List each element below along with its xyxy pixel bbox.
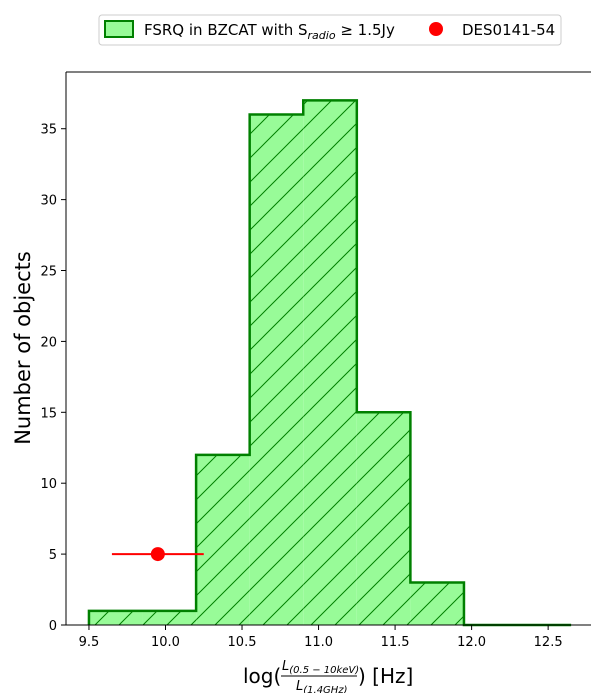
y-tick-label: 0 — [49, 619, 57, 634]
legend-point-marker — [429, 22, 443, 36]
histogram-bar — [356, 412, 411, 625]
legend: FSRQ in BZCAT with Sradio ≥ 1.5Jy DES014… — [98, 14, 562, 46]
x-tick-label: 11.5 — [381, 635, 410, 650]
y-ticks: 0 5 10 15 20 25 30 35 — [40, 123, 66, 634]
x-tick-label: 10.0 — [151, 635, 180, 650]
y-axis-label: Number of objects — [11, 251, 35, 445]
histogram-bar — [142, 610, 197, 625]
legend-histogram-swatch — [104, 20, 134, 38]
x-axis-label-num-sub: (0.5 − 10keV) — [289, 665, 359, 676]
axes-spines — [65, 71, 591, 626]
histogram-outline — [87, 99, 572, 627]
histogram-bars — [88, 100, 464, 625]
legend-histogram-label: FSRQ in BZCAT with Sradio ≥ 1.5Jy — [144, 21, 395, 42]
x-axis-label-numerator: L(0.5 − 10keV) — [282, 659, 359, 676]
x-tick-label: 11.0 — [304, 635, 333, 650]
y-tick-label: 30 — [40, 194, 57, 209]
histogram-bar — [88, 610, 143, 625]
x-axis-label-num-symbol: L — [282, 659, 289, 674]
y-tick-label: 5 — [49, 548, 57, 563]
x-axis-label-den-sub: (1.4GHz) — [303, 685, 347, 693]
y-tick-label: 25 — [40, 265, 57, 280]
x-axis-label-suffix: ) [Hz] — [358, 664, 413, 688]
y-tick-label: 20 — [40, 335, 57, 350]
histogram-bar — [303, 100, 357, 625]
x-axis-label-prefix: log( — [243, 664, 281, 688]
legend-histogram-text2: ≥ 1.5Jy — [336, 21, 395, 39]
y-tick-label: 15 — [40, 406, 57, 421]
y-tick-label: 10 — [40, 477, 57, 492]
x-axis-label-denominator: L(1.4GHz) — [296, 679, 347, 693]
x-tick-label: 9.5 — [79, 635, 100, 650]
histogram-bar — [410, 582, 464, 625]
des0141-point — [150, 547, 165, 562]
x-tick-label: 10.5 — [228, 635, 257, 650]
x-tick-label: 12.0 — [457, 635, 486, 650]
x-ticks: 9.5 10.0 10.5 11.0 11.5 12.0 12.5 — [79, 625, 563, 650]
histogram-bar — [249, 114, 304, 625]
plot-area: 9.5 10.0 10.5 11.0 11.5 12.0 12.5 0 5 10 15 20 25 30… — [40, 71, 591, 650]
legend-histogram-text1: FSRQ in BZCAT with S — [144, 21, 308, 39]
x-axis-label: log( L(0.5 − 10keV) L(1.4GHz) ) [Hz] — [243, 659, 413, 693]
x-axis-label-den-symbol: L — [296, 679, 303, 693]
y-tick-label: 35 — [40, 123, 57, 138]
legend-histogram-sub: radio — [308, 29, 336, 42]
x-tick-label: 12.5 — [534, 635, 563, 650]
des0141-point-group — [111, 547, 204, 562]
histogram-bar — [196, 454, 250, 625]
legend-frame — [98, 14, 562, 46]
legend-point-label: DES0141-54 — [462, 21, 555, 39]
